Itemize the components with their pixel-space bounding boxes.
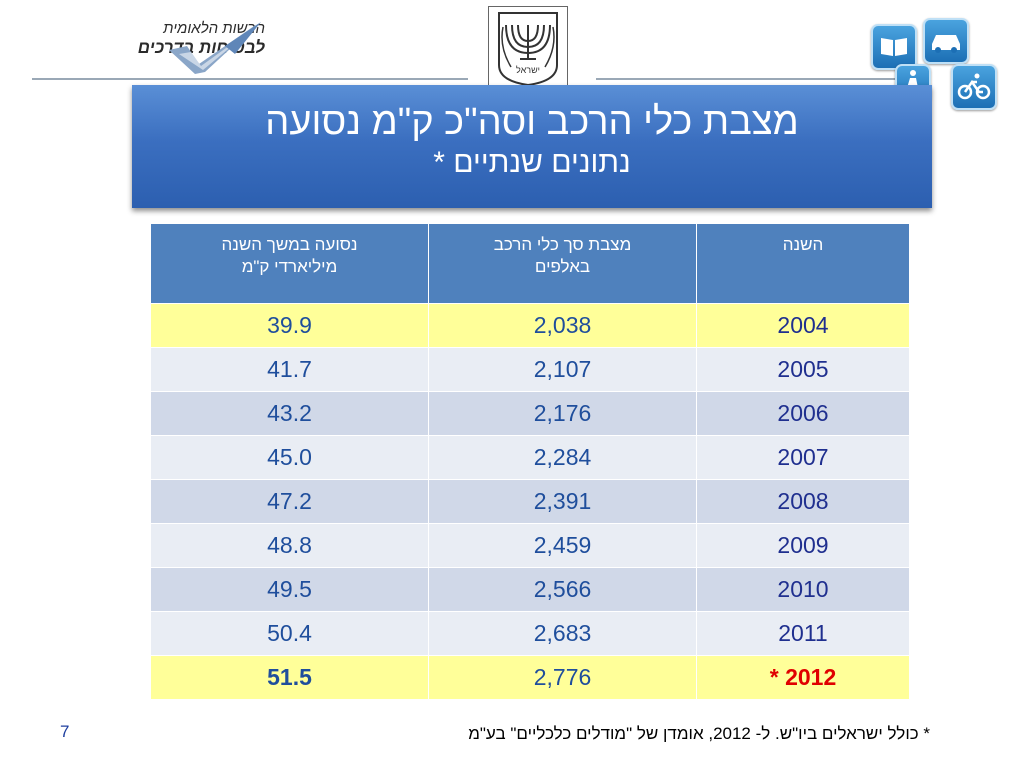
- emblem-caption: ישראל: [516, 65, 540, 75]
- cell-km: 50.4: [150, 611, 429, 656]
- cell-year: 2011: [696, 611, 910, 656]
- cell-year: 2009: [696, 523, 910, 568]
- menorah-emblem-icon: [498, 12, 558, 87]
- bicycle-icon: [951, 64, 997, 110]
- cell-year-estimate: 2012 *: [696, 655, 910, 700]
- table-row: 2005 2,107 41.7: [150, 347, 910, 392]
- cell-km: 39.9: [150, 303, 429, 348]
- table-row: 2010 2,566 49.5: [150, 567, 910, 612]
- cell-km: 43.2: [150, 391, 429, 436]
- header-divider-right: [596, 78, 926, 80]
- vehicle-fleet-table: השנה מצבת סך כלי הרכב באלפים נסועה במשך …: [150, 223, 910, 700]
- page-title: מצבת כלי הרכב וסה"כ ק"מ נסועה: [265, 101, 799, 143]
- state-emblem: ישראל: [488, 6, 568, 88]
- table-row: 2008 2,391 47.2: [150, 479, 910, 524]
- header-fleet-line2: באלפים: [534, 257, 591, 276]
- cell-year: 2006: [696, 391, 910, 436]
- header-year: השנה: [696, 223, 910, 304]
- table-row: 2011 2,683 50.4: [150, 611, 910, 656]
- cell-km: 47.2: [150, 479, 429, 524]
- table-row-estimate: 2012 * 2,776 51.5: [150, 655, 910, 700]
- header-fleet: מצבת סך כלי הרכב באלפים: [428, 223, 697, 304]
- car-icon: [923, 18, 969, 64]
- cell-year: 2004: [696, 303, 910, 348]
- table-row: 2007 2,284 45.0: [150, 435, 910, 480]
- cell-fleet: 2,284: [428, 435, 697, 480]
- organization-name-line1: הרשות הלאומית: [163, 20, 265, 37]
- footnote: * כולל ישראלים ביו"ש. ל- 2012, אומדן של …: [468, 724, 930, 743]
- cell-fleet: 2,391: [428, 479, 697, 524]
- header-km: נסועה במשך השנה מיליארדי ק"מ: [150, 223, 429, 304]
- title-banner: מצבת כלי הרכב וסה"כ ק"מ נסועה נתונים שנת…: [132, 85, 932, 208]
- table-row: 2006 2,176 43.2: [150, 391, 910, 436]
- cell-fleet: 2,683: [428, 611, 697, 656]
- page-number: 7: [60, 722, 70, 741]
- cell-km: 48.8: [150, 523, 429, 568]
- cell-year: 2005: [696, 347, 910, 392]
- cell-year: 2007: [696, 435, 910, 480]
- cell-fleet: 2,459: [428, 523, 697, 568]
- cell-fleet: 2,038: [428, 303, 697, 348]
- organization-logo: הרשות הלאומית לבטיחות בדרכים: [30, 14, 265, 76]
- cell-year: 2010: [696, 567, 910, 612]
- header-divider-left: [32, 78, 468, 80]
- cell-km: 49.5: [150, 567, 429, 612]
- header-km-line2: מיליארדי ק"מ: [241, 257, 338, 276]
- table-row: 2004 2,038 39.9: [150, 303, 910, 348]
- cell-fleet: 2,107: [428, 347, 697, 392]
- cell-year: 2008: [696, 479, 910, 524]
- table-header-row: השנה מצבת סך כלי הרכב באלפים נסועה במשך …: [150, 223, 910, 304]
- book-icon: [871, 24, 917, 70]
- cell-fleet: 2,776: [428, 655, 697, 700]
- cell-km: 41.7: [150, 347, 429, 392]
- road-safety-icons: [865, 18, 1005, 118]
- cell-fleet: 2,566: [428, 567, 697, 612]
- cell-fleet: 2,176: [428, 391, 697, 436]
- header-fleet-line1: מצבת סך כלי הרכב: [493, 235, 632, 254]
- organization-checkmark-icon: [169, 22, 261, 74]
- page-subtitle: נתונים שנתיים *: [433, 146, 631, 179]
- header-km-line1: נסועה במשך השנה: [221, 235, 358, 254]
- cell-km: 45.0: [150, 435, 429, 480]
- table-row: 2009 2,459 48.8: [150, 523, 910, 568]
- cell-km: 51.5: [150, 655, 429, 700]
